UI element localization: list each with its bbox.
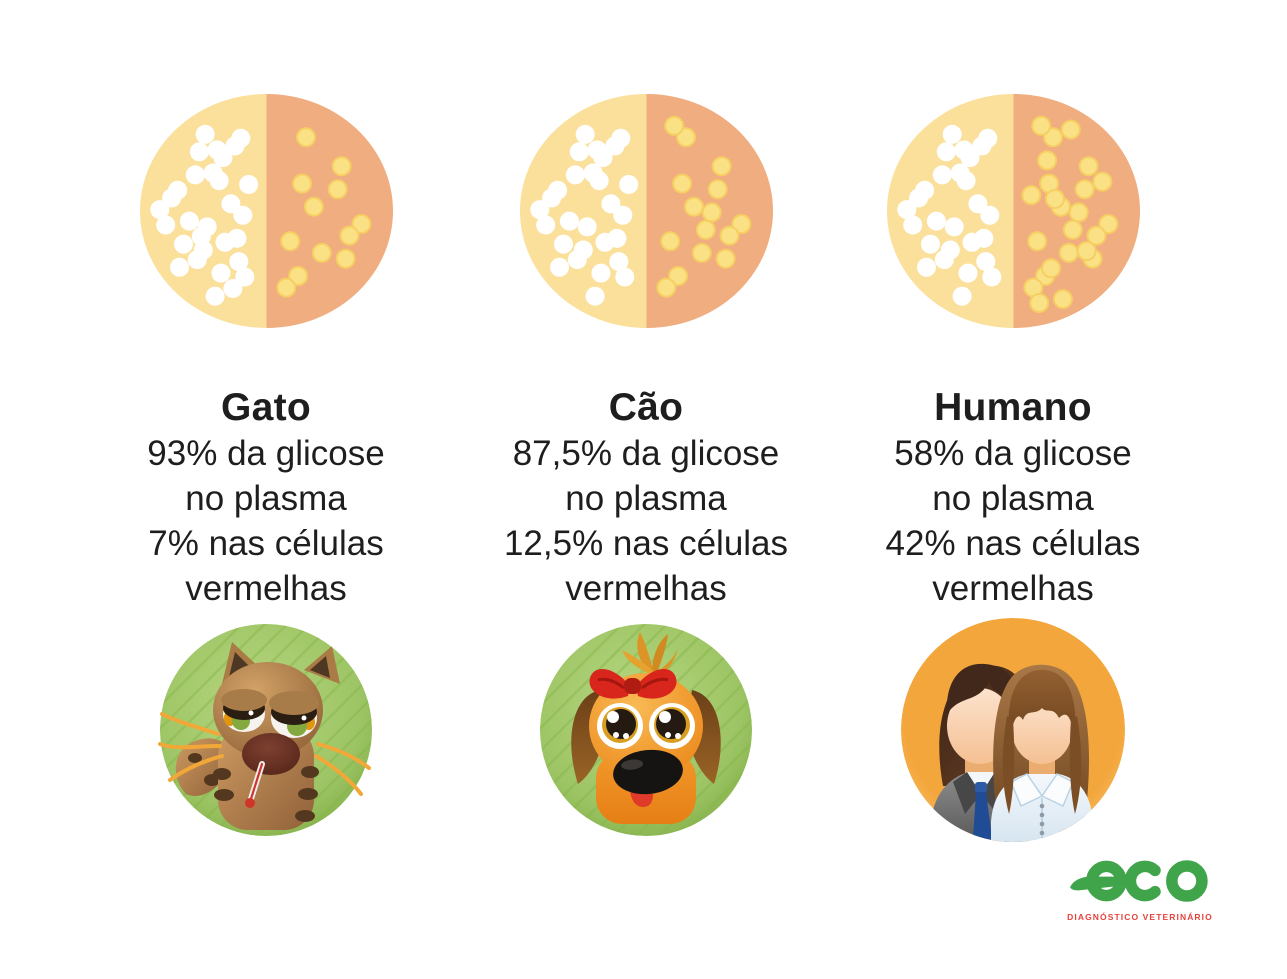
caption-line: no plasma xyxy=(932,479,1094,518)
humans-illustration xyxy=(901,618,1125,842)
caption-cao: Cão 87,5% da glicose no plasma 12,5% nas… xyxy=(504,384,788,611)
logo-subtitle: DIAGNÓSTICO VETERINÁRIO xyxy=(1067,912,1213,922)
red-cell-dots xyxy=(1020,115,1118,313)
species-title: Humano xyxy=(934,386,1092,429)
blood-distribution-circle-cao xyxy=(519,94,773,328)
caption-line: vermelhas xyxy=(932,569,1094,608)
red-bow xyxy=(589,668,677,699)
column-humano: Humano 58% da glicose no plasma 42% nas … xyxy=(853,0,1173,844)
thermometer-icon xyxy=(245,761,265,808)
column-gato: Gato 93% da glicose no plasma 7% nas cél… xyxy=(106,0,426,838)
plasma-dots xyxy=(529,124,638,306)
blood-distribution-circle-gato xyxy=(139,94,393,328)
caption-line: 58% da glicose xyxy=(894,434,1132,473)
plasma-dots xyxy=(896,124,1001,306)
caption-line: no plasma xyxy=(185,479,347,518)
dog-head xyxy=(589,673,703,779)
man-fringe xyxy=(946,663,1018,714)
eco-wordmark xyxy=(1070,860,1208,902)
woman-figure xyxy=(991,664,1093,842)
woman-bangs xyxy=(1008,670,1076,740)
caption-line: 42% nas células xyxy=(885,524,1141,563)
red-cell-dots xyxy=(275,127,371,298)
dog-illustration xyxy=(540,624,752,836)
cat-muzzle xyxy=(242,733,300,775)
caption-line: vermelhas xyxy=(185,569,347,608)
cat-eye-right xyxy=(269,691,319,738)
caption-gato: Gato 93% da glicose no plasma 7% nas cél… xyxy=(147,384,384,611)
eco-logo: eco DIAGNÓSTICO VETERINÁRIO xyxy=(1058,858,1222,922)
dog-nose xyxy=(613,749,683,795)
species-title: Gato xyxy=(220,386,312,429)
cat-whiskers xyxy=(158,712,371,796)
blouse-collar-left xyxy=(1010,773,1044,808)
caption-line: no plasma xyxy=(565,479,727,518)
blouse-collar-right xyxy=(1040,773,1074,808)
dog-eye-left xyxy=(597,703,643,749)
column-cao: Cão 87,5% da glicose no plasma 12,5% nas… xyxy=(486,0,806,838)
caption-humano: Humano 58% da glicose no plasma 42% nas … xyxy=(886,384,1141,611)
species-title: Cão xyxy=(608,386,684,429)
caption-line: vermelhas xyxy=(565,569,727,608)
cat-illustration xyxy=(158,624,372,836)
caption-line: 7% nas células xyxy=(148,524,384,563)
caption-line: 12,5% nas células xyxy=(503,524,789,563)
red-cell-dots xyxy=(655,115,751,298)
blood-distribution-circle-humano xyxy=(886,94,1140,328)
dog-eye-right xyxy=(649,703,695,749)
dog-tongue xyxy=(630,792,653,807)
plasma-dots xyxy=(149,124,258,306)
man-tie xyxy=(973,782,992,842)
caption-line: 93% da glicose xyxy=(147,434,385,473)
caption-line: 87,5% da glicose xyxy=(512,434,780,473)
cat-eye-left xyxy=(221,689,267,732)
